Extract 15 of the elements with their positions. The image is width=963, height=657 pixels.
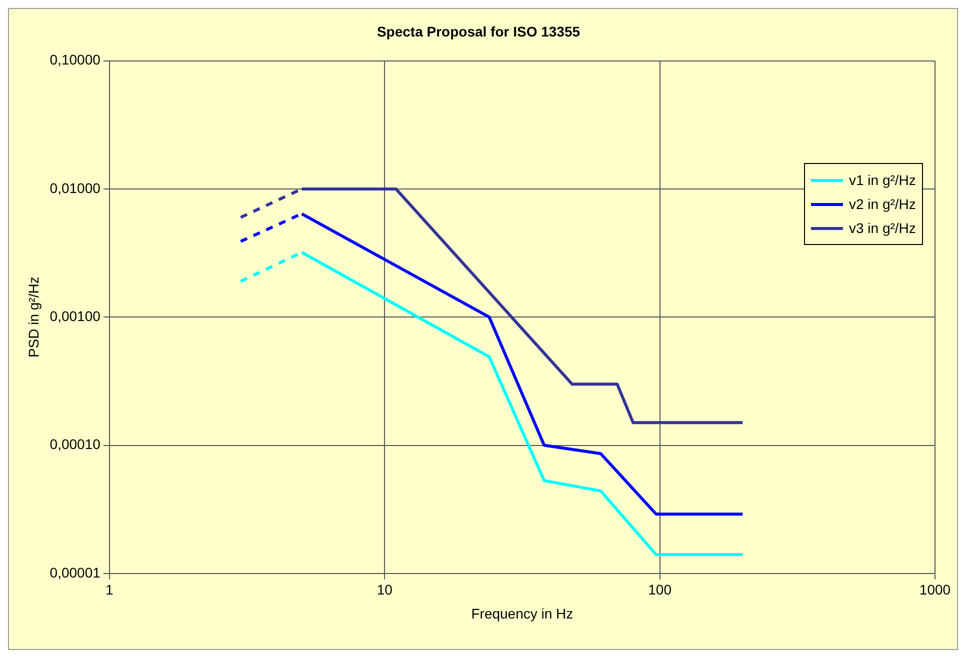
legend-label: v1 in g²/Hz <box>849 172 916 188</box>
x-axis-title: Frequency in Hz <box>471 605 574 622</box>
y-tick-label: 0,00010 <box>50 436 101 452</box>
legend-label: v2 in g²/Hz <box>849 196 916 212</box>
x-tick-label: 100 <box>648 582 672 598</box>
x-tick-label: 10 <box>376 582 393 598</box>
y-tick-label: 0,00100 <box>50 308 101 324</box>
y-tick-label: 0,01000 <box>50 180 101 196</box>
legend-label: v3 in g²/Hz <box>849 220 916 236</box>
y-tick-label: 0,10000 <box>50 52 101 68</box>
x-tick-label: 1 <box>106 582 114 598</box>
y-axis-title: PSD in g²/Hz <box>25 276 42 358</box>
x-tick-label: 1000 <box>919 582 951 598</box>
chart-title: Specta Proposal for ISO 13355 <box>376 23 580 40</box>
y-tick-label: 0,00001 <box>50 564 101 580</box>
